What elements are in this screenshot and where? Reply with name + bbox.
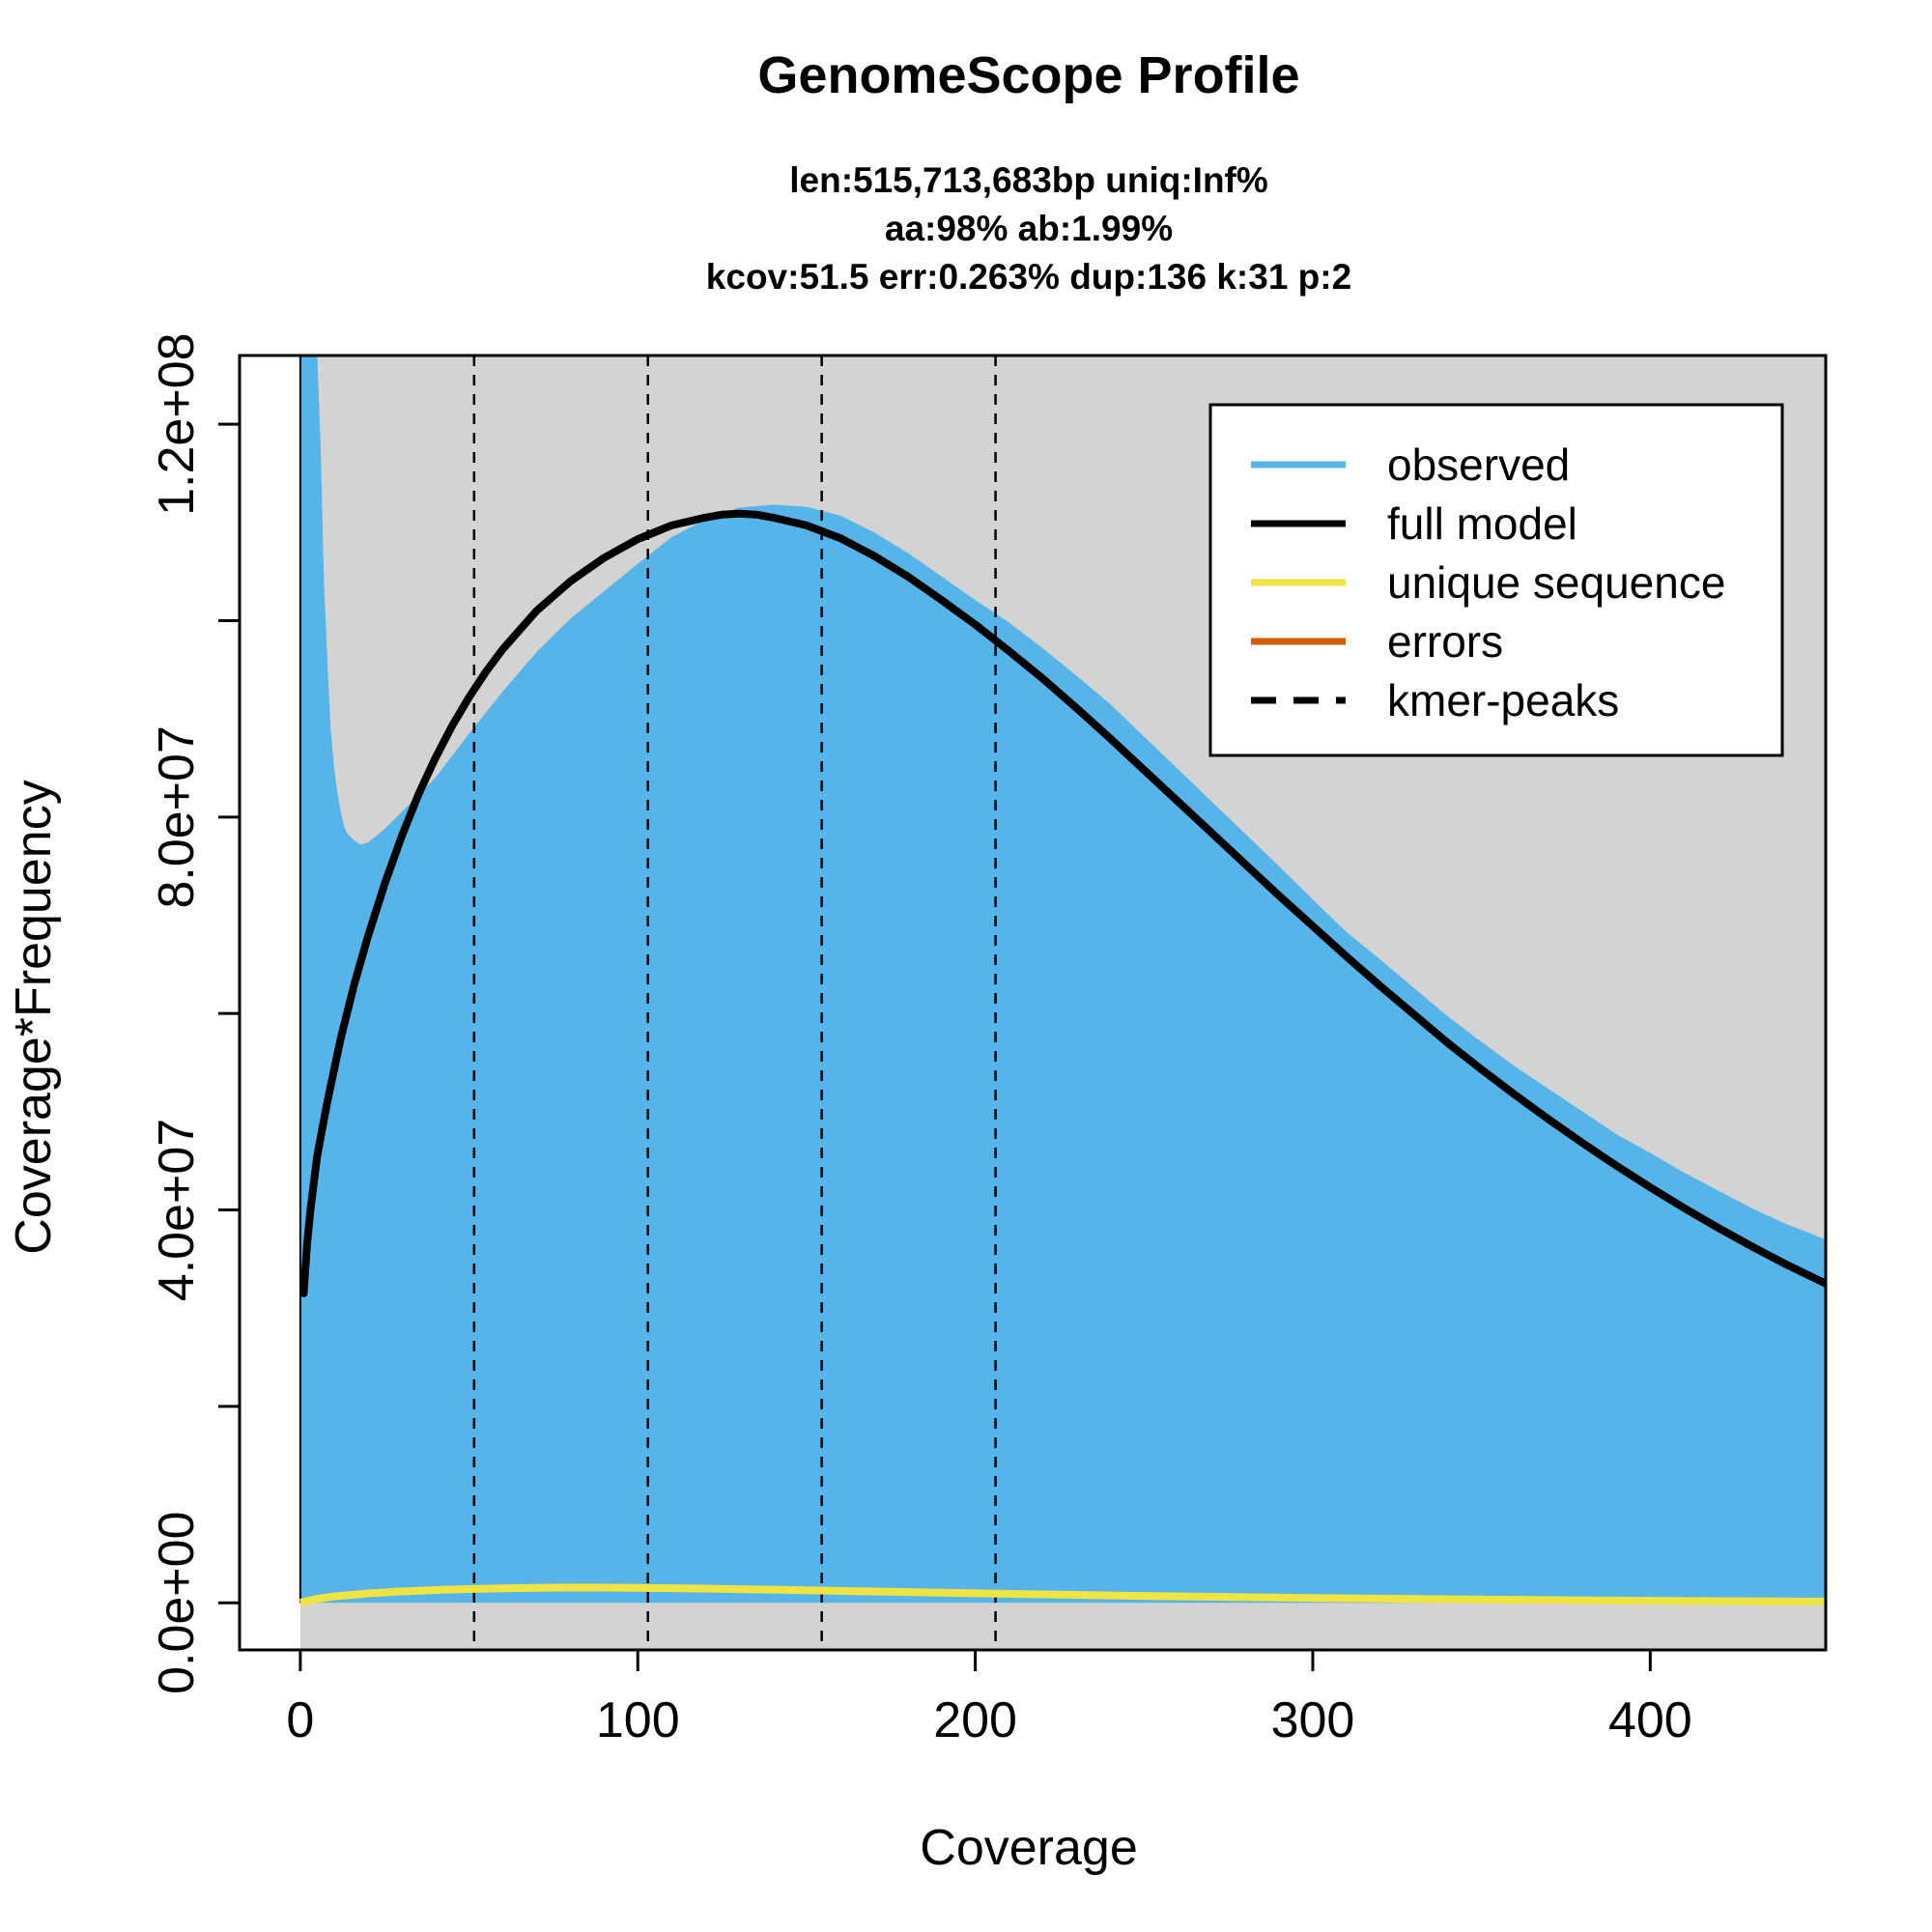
plot-frame	[238, 354, 1828, 1652]
axes: 0 100 200 300 400 0.0e+00 4.0e+07 8.0e+07 1.2e+0…	[149, 332, 1828, 1748]
observed-area	[299, 355, 1826, 1604]
y-tick-label-0: 0.0e+00	[149, 1511, 205, 1693]
chart-subtitle-line-1: len:515,713,683bp uniq:Inf%	[789, 160, 1268, 200]
legend-label-5: kmer-peaks	[1387, 675, 1619, 725]
chart-title: GenomeScope Profile	[757, 46, 1299, 104]
chart-subtitle-line-3: kcov:51.5 err:0.263% dup:136 k:31 p:2	[706, 257, 1351, 297]
legend-label-2: full model	[1387, 498, 1577, 549]
x-tick-label-400: 400	[1608, 1692, 1692, 1748]
plot-series-group	[298, 355, 1826, 1650]
legend-label-3: unique sequence	[1387, 557, 1725, 608]
legend-label-1: observed	[1387, 440, 1570, 490]
y-tick-label-4: 8.0e+07	[149, 725, 205, 908]
y-axis-label: Coverage*Frequency	[6, 780, 62, 1254]
legend: observed full model unique sequence errors k…	[1208, 403, 1784, 757]
chart-subtitle-line-2: aa:98% ab:1.99%	[885, 209, 1173, 248]
x-tick-label-300: 300	[1271, 1692, 1355, 1748]
plot-empty-region	[240, 355, 300, 1650]
full-model-line	[299, 509, 1826, 1297]
legend-label-4: errors	[1387, 616, 1503, 667]
y-tick-label-2: 4.0e+07	[149, 1119, 205, 1301]
x-axis-label: Coverage	[920, 1820, 1137, 1876]
x-tick-label-100: 100	[596, 1692, 680, 1748]
y-tick-label-6: 1.2e+08	[149, 332, 205, 515]
unique-sequence-line	[298, 1583, 1826, 1607]
x-tick-label-0: 0	[286, 1692, 314, 1748]
x-tick-label-200: 200	[933, 1692, 1017, 1748]
